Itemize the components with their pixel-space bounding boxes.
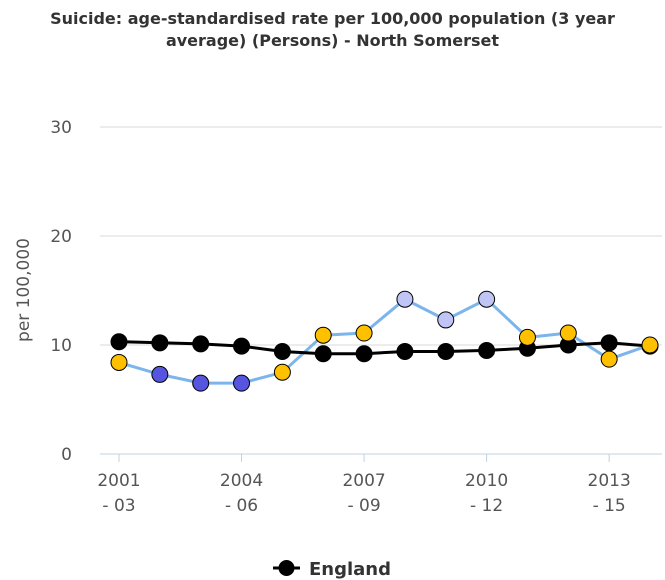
chart-title-line2: average) (Persons) - North Somerset [165,31,500,50]
england-point[interactable] [478,341,496,359]
area-point[interactable] [600,350,618,368]
area-point[interactable] [641,336,659,354]
x-tick-label-year: 2010 [465,471,508,491]
x-tick-label-year: 2004 [220,471,263,491]
area-point[interactable] [233,374,251,392]
england-point[interactable] [151,334,169,352]
england-point[interactable] [396,343,414,361]
chart-title: Suicide: age-standardised rate per 100,0… [0,8,665,52]
area-point[interactable] [151,365,169,383]
area-point[interactable] [518,328,536,346]
x-tick-label-range: - 06 [225,496,258,516]
x-tick-label-range: - 09 [347,496,380,516]
x-tick-label-range: - 15 [593,496,626,516]
x-tick-label-year: 2007 [342,471,385,491]
area-point[interactable] [110,353,128,371]
y-tick-label: 20 [50,227,72,247]
chart-title-line1: Suicide: age-standardised rate per 100,0… [50,9,615,28]
area-point[interactable] [478,290,496,308]
england-point[interactable] [192,335,210,353]
area-point[interactable] [273,363,291,381]
x-axis-ticks: 2001 - 03 2004 - 06 2007 - 09 2010 - 12 2013 - 15 [97,454,631,516]
england-point[interactable] [314,345,332,363]
area-point[interactable] [559,324,577,342]
legend-marker-symbol [278,560,295,576]
england-point[interactable] [600,334,618,352]
area-point[interactable] [192,374,210,392]
england-point[interactable] [355,345,373,363]
legend[interactable]: England [273,559,391,580]
y-axis-ticks: 0 10 20 30 [50,118,72,465]
area-point[interactable] [355,324,373,342]
x-tick-label-range: - 12 [470,496,503,516]
england-point[interactable] [273,343,291,361]
legend-label-england[interactable]: England [309,559,391,580]
england-point[interactable] [437,343,455,361]
area-point[interactable] [396,290,414,308]
y-tick-label: 0 [61,445,72,465]
series-layer [110,290,659,392]
y-tick-label: 30 [50,118,72,138]
x-tick-label-range: - 03 [102,496,135,516]
england-point[interactable] [110,333,128,351]
area-point[interactable] [437,311,455,329]
x-tick-label-year: 2001 [97,471,140,491]
y-tick-label: 10 [50,336,72,356]
y-axis-label: per 100,000 [14,238,34,342]
area-point[interactable] [314,326,332,344]
gridlines [100,126,662,455]
x-tick-label-year: 2013 [588,471,631,491]
england-point[interactable] [233,337,251,355]
